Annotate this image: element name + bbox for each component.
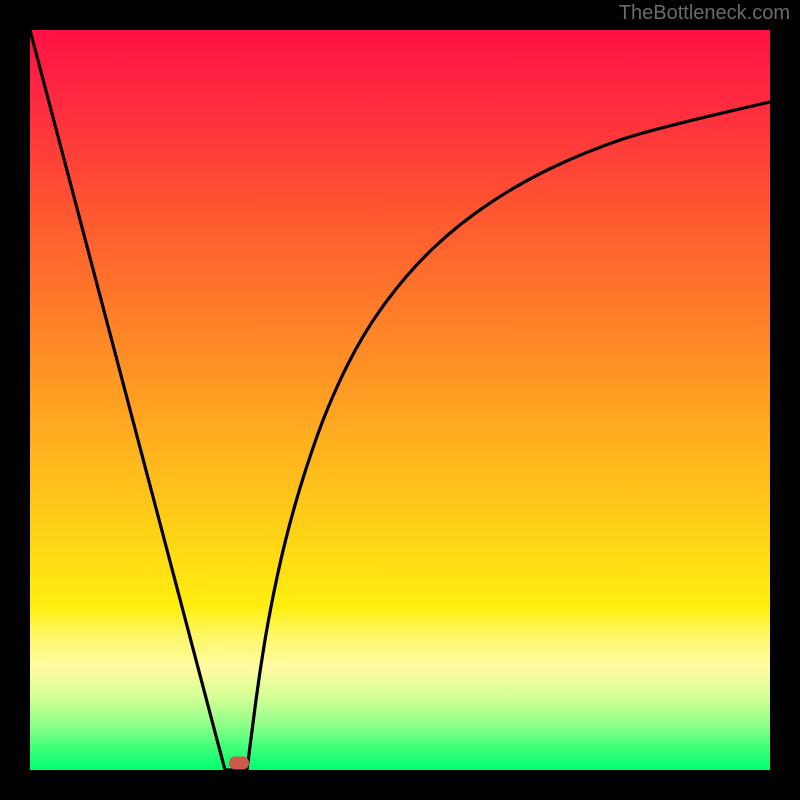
bottleneck-curve — [30, 30, 770, 770]
attribution-text: TheBottleneck.com — [619, 2, 790, 25]
chart-container: TheBottleneck.com — [0, 0, 800, 800]
curve-layer — [30, 30, 770, 770]
plot-area — [30, 30, 770, 770]
optimal-marker — [229, 757, 249, 770]
